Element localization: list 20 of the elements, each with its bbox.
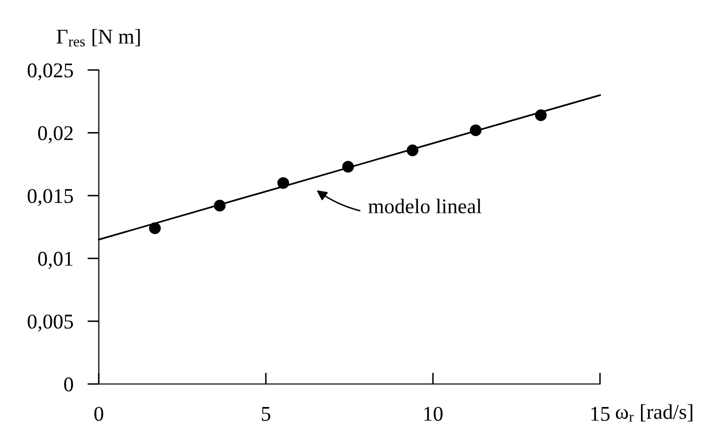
y-tick-label: 0,02 [38, 126, 73, 144]
point [149, 222, 161, 234]
y-tick-label: 0,01 [38, 252, 73, 269]
point [277, 177, 290, 189]
x-tick-label: 5 [262, 407, 270, 421]
y-tick-label: 0 [64, 377, 74, 392]
point [535, 109, 547, 122]
x-tick-label: 15 [591, 406, 610, 421]
point [342, 160, 354, 173]
y-axis-title: Γ$_{res}$ [N m] [56, 29, 140, 46]
point [470, 124, 482, 136]
x-tick-label: 10 [424, 406, 443, 421]
point [214, 200, 226, 212]
y-tick-label: 0,025 [28, 63, 73, 80]
y-tick-label: 0,005 [28, 314, 73, 332]
y-tick-label: 0,015 [28, 188, 73, 206]
annotation: modelo lineal [368, 198, 482, 214]
x-axis-title: ω$_{r}$ [rad/s] [616, 404, 692, 422]
point [406, 144, 418, 156]
x-tick-label: 0 [94, 406, 104, 421]
